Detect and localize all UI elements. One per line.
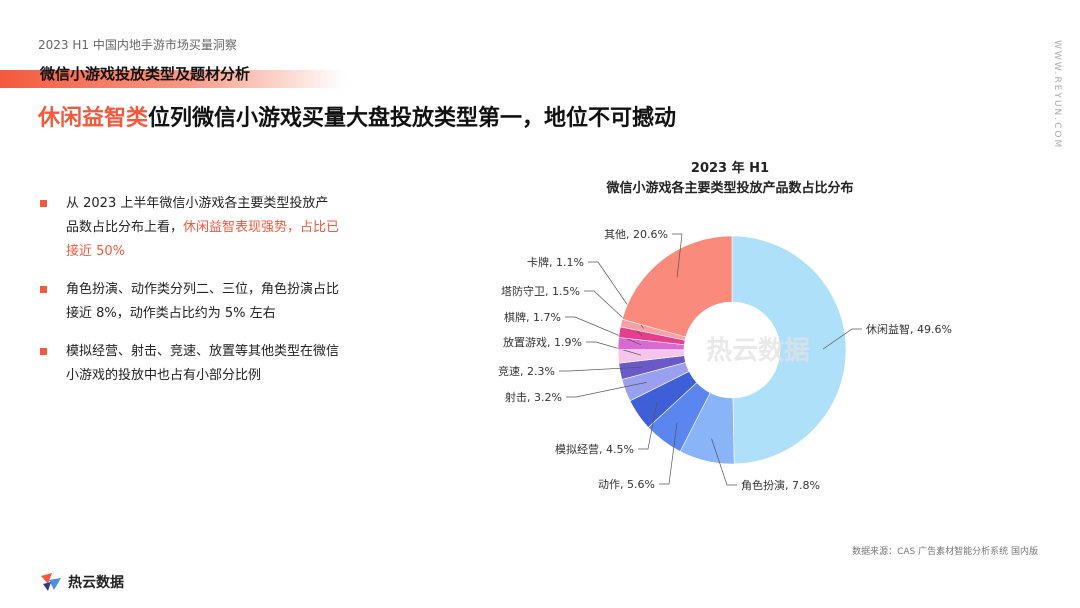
headline: 休闲益智类位列微信小游戏买量大盘投放类型第一，地位不可撼动 — [38, 100, 676, 132]
leader-line-3 — [638, 401, 658, 450]
section-title: 微信小游戏投放类型及题材分析 — [40, 65, 251, 83]
site-url: WWW.REYUN.COM — [1052, 40, 1062, 150]
section-title-bar — [0, 70, 345, 88]
bullet-text: 角色扮演、动作类分列二、三位，角色扮演占比接近 8%，动作类占比约为 5% 左右 — [66, 282, 340, 321]
slice-label-2: 动作, 5.6% — [598, 478, 655, 491]
slice-label-1: 角色扮演, 7.8% — [741, 478, 820, 492]
slice-label-3: 模拟经营, 4.5% — [555, 442, 634, 456]
headline-rest: 位列微信小游戏买量大盘投放类型第一，地位不可撼动 — [148, 106, 677, 131]
slice-label-9: 卡牌, 1.1% — [527, 255, 584, 269]
bullet-marker — [40, 286, 47, 293]
report-name: 2023 H1 中国内地手游市场买量洞察 — [38, 38, 237, 52]
brand-logo-icon — [41, 573, 61, 591]
chart-title-line1: 2023 年 H1 — [690, 161, 770, 176]
leader-line-4 — [566, 381, 647, 398]
bullet-list: 从 2023 上半年微信小游戏各主要类型投放产品数占比分布上看，休闲益智表现强势… — [40, 192, 340, 402]
data-source: 数据来源：CAS 广告素材智能分析系统 国内版 — [852, 547, 1038, 557]
brand-name: 热云数据 — [68, 575, 124, 591]
slice-label-0: 休闲益智, 49.6% — [866, 322, 952, 336]
bullet-marker — [40, 200, 47, 207]
leader-line-2 — [659, 422, 678, 485]
bullet-marker — [40, 348, 47, 355]
slice-label-10: 其他, 20.6% — [604, 228, 668, 241]
pie-slice-10 — [621, 235, 733, 338]
leader-line-6 — [586, 341, 642, 356]
slice-label-8: 塔防守卫, 1.5% — [501, 284, 580, 298]
leader-line-1 — [711, 438, 737, 486]
bullet-highlight: 休闲益智表现强势，占比已接近 50% — [66, 220, 340, 259]
bullet-text: 从 2023 上半年微信小游戏各主要类型投放产品数占比分布上看， — [66, 196, 329, 235]
chart-title-line2: 微信小游戏各主要类型投放产品数占比分布 — [606, 181, 854, 196]
slice-label-6: 放置游戏, 1.9% — [503, 335, 582, 349]
leader-line-0 — [822, 328, 862, 350]
brand-logo: 热云数据 — [40, 572, 124, 592]
headline-highlight: 休闲益智类 — [38, 106, 149, 131]
slice-label-5: 竞速, 2.3% — [498, 364, 555, 378]
bullet-item: 角色扮演、动作类分列二、三位，角色扮演占比接近 8%，动作类占比约为 5% 左右 — [40, 278, 340, 326]
leader-line-10 — [672, 233, 683, 278]
chart-watermark: 热云数据 — [706, 336, 810, 366]
bullet-item: 模拟经营、射击、竞速、放置等其他类型在微信小游戏的投放中也占有小部分比例 — [40, 340, 340, 388]
bullet-item: 从 2023 上半年微信小游戏各主要类型投放产品数占比分布上看，休闲益智表现强势… — [40, 192, 340, 264]
slice-label-4: 射击, 3.2% — [505, 390, 562, 404]
bullet-text: 模拟经营、射击、竞速、放置等其他类型在微信小游戏的投放中也占有小部分比例 — [66, 344, 340, 383]
slice-label-7: 棋牌, 1.7% — [504, 310, 561, 324]
pie-slice-0 — [731, 235, 847, 465]
leader-line-5 — [559, 366, 643, 372]
